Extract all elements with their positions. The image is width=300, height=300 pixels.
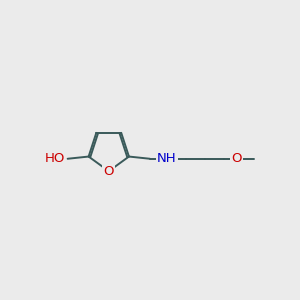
Text: O: O [231, 152, 242, 165]
Text: NH: NH [157, 152, 177, 165]
Text: O: O [103, 165, 114, 178]
Text: HO: HO [45, 152, 65, 165]
